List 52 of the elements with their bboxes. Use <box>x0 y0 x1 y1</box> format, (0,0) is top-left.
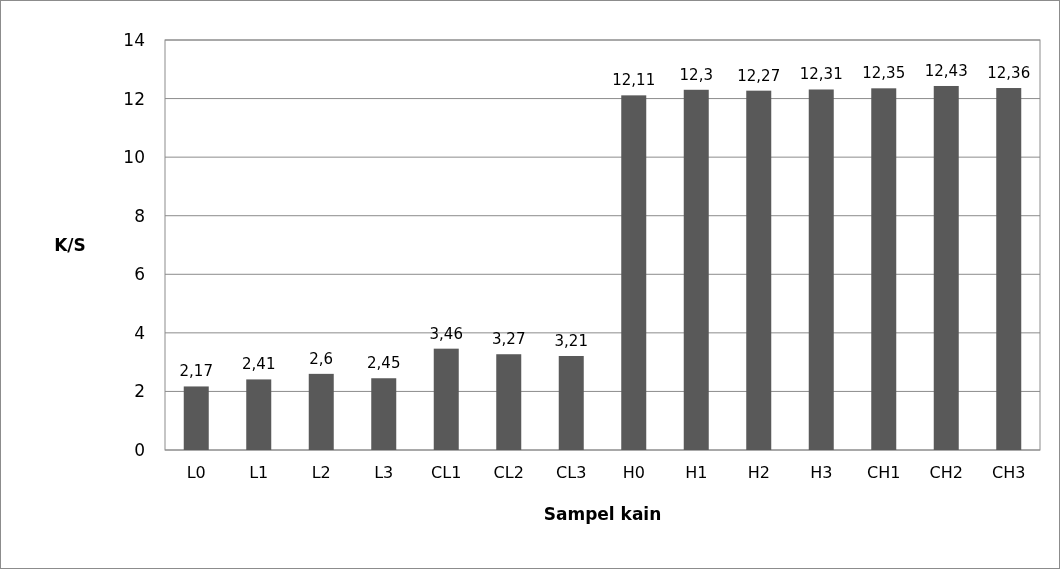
y-tick-label: 8 <box>134 205 145 226</box>
bar <box>246 379 272 450</box>
data-label: 12,43 <box>924 61 968 80</box>
data-label: 12,3 <box>679 65 713 84</box>
y-tick-label: 0 <box>134 439 145 460</box>
bar <box>558 355 584 450</box>
y-tick-label: 2 <box>134 381 145 402</box>
data-label: 12,36 <box>987 64 1031 83</box>
x-tick-label: H3 <box>810 463 833 482</box>
x-tick-label: CH1 <box>867 463 901 482</box>
bar <box>933 85 959 450</box>
y-tick-label: 4 <box>134 322 145 343</box>
x-tick-label: CL3 <box>556 463 587 482</box>
data-label: 2,41 <box>242 355 276 374</box>
y-tick-label: 12 <box>123 88 145 109</box>
x-tick-label: CH3 <box>992 463 1026 482</box>
bar <box>621 95 647 450</box>
bar <box>808 89 834 450</box>
data-label: 12,31 <box>799 65 843 84</box>
bar <box>371 378 397 450</box>
x-tick-label: L2 <box>311 463 331 482</box>
bar <box>746 90 772 450</box>
x-tick-label: L3 <box>374 463 394 482</box>
y-tick-label: 10 <box>123 147 145 168</box>
bar <box>871 88 897 450</box>
y-tick-label: 6 <box>134 264 145 285</box>
data-label: 2,17 <box>179 362 213 381</box>
data-label: 3,46 <box>429 324 463 343</box>
x-axis-title: Sampel kain <box>543 504 662 524</box>
x-tick-label: L1 <box>249 463 269 482</box>
bar <box>683 89 709 450</box>
x-tick-label: CH2 <box>929 463 963 482</box>
y-axis-title: K/S <box>54 235 86 255</box>
data-label: 2,6 <box>309 349 334 368</box>
bar <box>308 373 334 450</box>
x-tick-label: H2 <box>747 463 770 482</box>
bar <box>433 348 459 450</box>
data-label: 2,45 <box>367 354 401 373</box>
data-label: 12,35 <box>862 64 906 83</box>
bar <box>996 88 1022 450</box>
x-tick-label: H1 <box>685 463 708 482</box>
x-tick-label: H0 <box>622 463 645 482</box>
data-label: 3,27 <box>492 330 526 349</box>
x-tick-label: CL1 <box>431 463 462 482</box>
data-label: 12,27 <box>737 66 781 85</box>
x-tick-label: CL2 <box>493 463 524 482</box>
bar <box>183 386 209 450</box>
x-tick-label: L0 <box>186 463 206 482</box>
data-label: 12,11 <box>612 71 656 90</box>
bar <box>496 354 522 450</box>
data-label: 3,21 <box>554 331 588 350</box>
y-tick-label: 14 <box>123 29 145 50</box>
